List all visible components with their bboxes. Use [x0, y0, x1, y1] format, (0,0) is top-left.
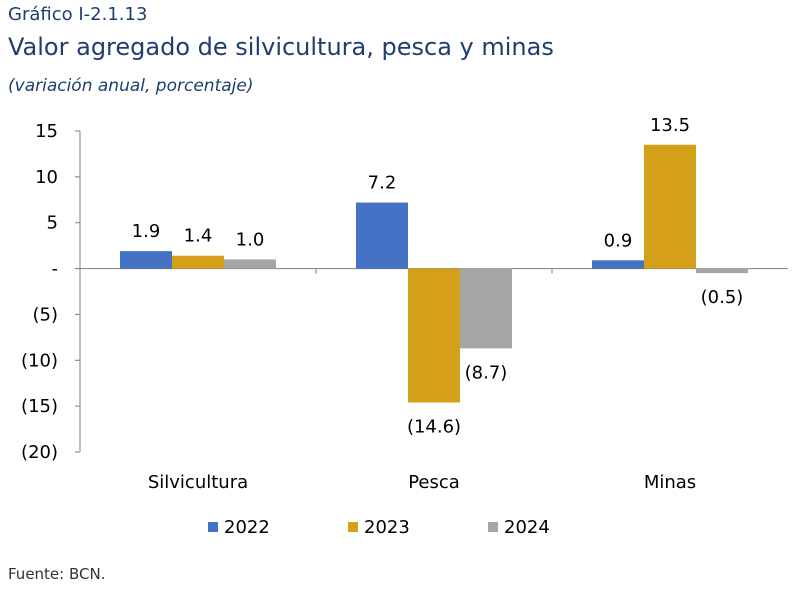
- y-tick-label: -: [52, 259, 59, 280]
- chart-title: Valor agregado de silvicultura, pesca y …: [8, 33, 554, 61]
- bar-2023: [408, 268, 460, 403]
- y-tick-label: (20): [21, 442, 58, 463]
- data-label: 7.2: [368, 173, 397, 194]
- legend-swatch: [488, 522, 498, 532]
- y-tick-label: (15): [21, 396, 58, 417]
- legend-label: 2024: [504, 517, 550, 538]
- bar-2023: [172, 255, 224, 269]
- data-label: (14.6): [407, 416, 461, 437]
- y-tick-label: 5: [47, 213, 58, 234]
- bar-2023: [644, 144, 696, 269]
- y-tick-label: 15: [35, 121, 58, 142]
- y-axis: 15 10 5 - (5) (10) (15) (20): [21, 121, 81, 463]
- bar-2024: [224, 259, 276, 269]
- x-category-label: Silvicultura: [148, 472, 248, 493]
- source-note: Fuente: BCN.: [8, 565, 106, 583]
- x-axis: Silvicultura Pesca Minas: [80, 268, 788, 493]
- bar-2022: [592, 260, 644, 269]
- x-category-label: Pesca: [408, 472, 460, 493]
- y-tick-label: (5): [33, 304, 59, 325]
- bar-2024: [696, 268, 748, 274]
- bar-2024: [460, 268, 512, 349]
- bars: 1.9 7.2 0.9 1.4 (14.6) 13.5 1.0 (8.7) (0.5): [120, 115, 748, 437]
- legend-label: 2023: [364, 517, 410, 538]
- data-label: 13.5: [650, 115, 690, 136]
- chart-number: Gráfico I-2.1.13: [8, 4, 148, 25]
- data-label: (8.7): [465, 362, 508, 383]
- y-tick-label: 10: [35, 167, 58, 188]
- bar-2022: [120, 251, 172, 269]
- legend-label: 2022: [224, 517, 270, 538]
- bar-2022: [356, 202, 408, 269]
- chart-subtitle: (variación anual, porcentaje): [8, 76, 254, 96]
- y-tick-label: (10): [21, 350, 58, 371]
- data-label: 1.0: [236, 229, 265, 250]
- legend: 2022 2023 2024: [208, 517, 550, 538]
- data-label: 1.9: [132, 221, 161, 242]
- x-category-label: Minas: [644, 472, 696, 493]
- data-label: 1.4: [184, 226, 213, 247]
- legend-swatch: [348, 522, 358, 532]
- data-label: 0.9: [604, 230, 633, 251]
- data-label: (0.5): [701, 287, 744, 308]
- legend-swatch: [208, 522, 218, 532]
